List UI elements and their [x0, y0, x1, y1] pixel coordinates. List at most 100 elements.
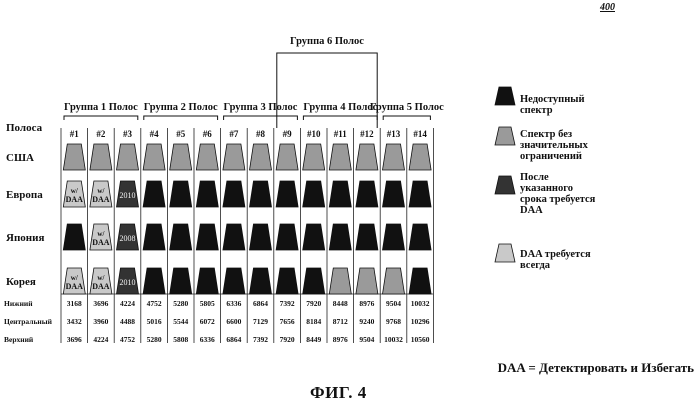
cell-inner-text: DAA [66, 282, 84, 291]
spectrum-cell [383, 181, 405, 207]
freq-row-label: Центральный [4, 317, 53, 326]
spectrum-cell [143, 181, 165, 207]
freq-value: 8976 [333, 335, 348, 344]
region-label: США [6, 152, 34, 164]
spectrum-cell [356, 224, 378, 250]
freq-value: 5808 [173, 335, 188, 344]
spectrum-cell [196, 224, 218, 250]
band-number: #1 [70, 129, 80, 139]
cell-inner-text: 2010 [120, 191, 136, 200]
legend-swatch-unavailable [495, 87, 515, 105]
spectrum-cell [409, 181, 431, 207]
freq-value: 7392 [280, 299, 295, 308]
freq-value: 7920 [306, 299, 321, 308]
spectrum-cell [143, 268, 165, 294]
spectrum-cell [409, 144, 431, 170]
freq-value: 4752 [120, 335, 135, 344]
daa-definition: DAA = Детектировать и Избегать [498, 360, 694, 376]
legend-label-unrestricted: Спектр без значительных ограничений [520, 129, 600, 162]
spectrum-cell [143, 144, 165, 170]
freq-value: 8184 [306, 317, 321, 326]
spectrum-cell [383, 268, 405, 294]
group-label-2: Группа 2 Полос [144, 102, 218, 113]
spectrum-cell [356, 144, 378, 170]
figure-caption: ФИГ. 4 [310, 383, 367, 403]
cell-inner-text: 2010 [120, 278, 136, 287]
freq-value: 6072 [200, 317, 215, 326]
freq-value: 7129 [253, 317, 268, 326]
band-number: #10 [307, 129, 321, 139]
spectrum-cell [383, 224, 405, 250]
cell-inner-text: DAA [92, 195, 110, 204]
spectrum-cell [143, 224, 165, 250]
spectrum-cell [196, 181, 218, 207]
freq-value: 6336 [200, 335, 215, 344]
freq-value: 5280 [147, 335, 162, 344]
freq-row-label: Нижний [4, 299, 33, 308]
freq-row-label: Верхний [4, 335, 34, 344]
spectrum-cell [303, 181, 325, 207]
band-number: #11 [334, 129, 348, 139]
spectrum-cell [223, 181, 245, 207]
freq-value: 3432 [67, 317, 82, 326]
spectrum-cell [329, 144, 351, 170]
legend-swatch-daa_always [495, 244, 515, 262]
freq-value: 9240 [359, 317, 374, 326]
freq-value: 9504 [359, 335, 374, 344]
spectrum-cell [223, 224, 245, 250]
band-number: #12 [360, 129, 374, 139]
freq-value: 6864 [253, 299, 268, 308]
spectrum-cell [329, 181, 351, 207]
spectrum-cell [223, 268, 245, 294]
spectrum-cell [356, 268, 378, 294]
spectrum-cell [250, 144, 272, 170]
band-number: #7 [229, 129, 239, 139]
spectrum-cell [250, 224, 272, 250]
band-number: #4 [150, 129, 160, 139]
spectrum-cell [329, 268, 351, 294]
spectrum-cell [303, 224, 325, 250]
spectrum-cell [117, 144, 139, 170]
spectrum-cell [196, 144, 218, 170]
band-row-label: Полоса [6, 122, 43, 134]
legend [495, 87, 515, 262]
spectrum-cell [196, 268, 218, 294]
group-label-5: Группа 5 Полос [370, 102, 444, 113]
region-label: Европа [6, 189, 43, 201]
spectrum-cell [223, 144, 245, 170]
freq-value: 7920 [280, 335, 295, 344]
spectrum-cell [170, 268, 192, 294]
cell-inner-text: w/ [97, 187, 105, 195]
spectrum-cell [90, 144, 112, 170]
freq-value: 4224 [120, 299, 135, 308]
freq-value: 8448 [333, 299, 348, 308]
spectrum-cell [170, 181, 192, 207]
band-number: #3 [123, 129, 133, 139]
spectrum-cell [276, 224, 298, 250]
freq-value: 9768 [386, 317, 401, 326]
freq-value: 9504 [386, 299, 401, 308]
group-bracket-4 [303, 116, 377, 120]
band-number: #13 [387, 129, 401, 139]
freq-value: 4488 [120, 317, 135, 326]
group6-bracket: Группа 6 Полос [277, 36, 377, 128]
freq-value: 6336 [226, 299, 241, 308]
band-number: #6 [203, 129, 213, 139]
spectrum-cell [356, 181, 378, 207]
group-bracket-3 [224, 116, 298, 120]
freq-value: 4224 [93, 335, 108, 344]
freq-value: 3960 [93, 317, 108, 326]
spectrum-cell [170, 144, 192, 170]
spectrum-cell [63, 224, 85, 250]
region-label: Корея [6, 276, 36, 288]
cell-inner-text: DAA [92, 282, 110, 291]
spectrum-cell [250, 181, 272, 207]
freq-value: 3168 [67, 299, 82, 308]
spectrum-cell [276, 144, 298, 170]
band-number: #5 [176, 129, 186, 139]
freq-value: 3696 [67, 335, 82, 344]
spectrum-cell [329, 224, 351, 250]
freq-value: 5544 [173, 317, 188, 326]
band-number: #8 [256, 129, 266, 139]
freq-value: 5280 [173, 299, 188, 308]
